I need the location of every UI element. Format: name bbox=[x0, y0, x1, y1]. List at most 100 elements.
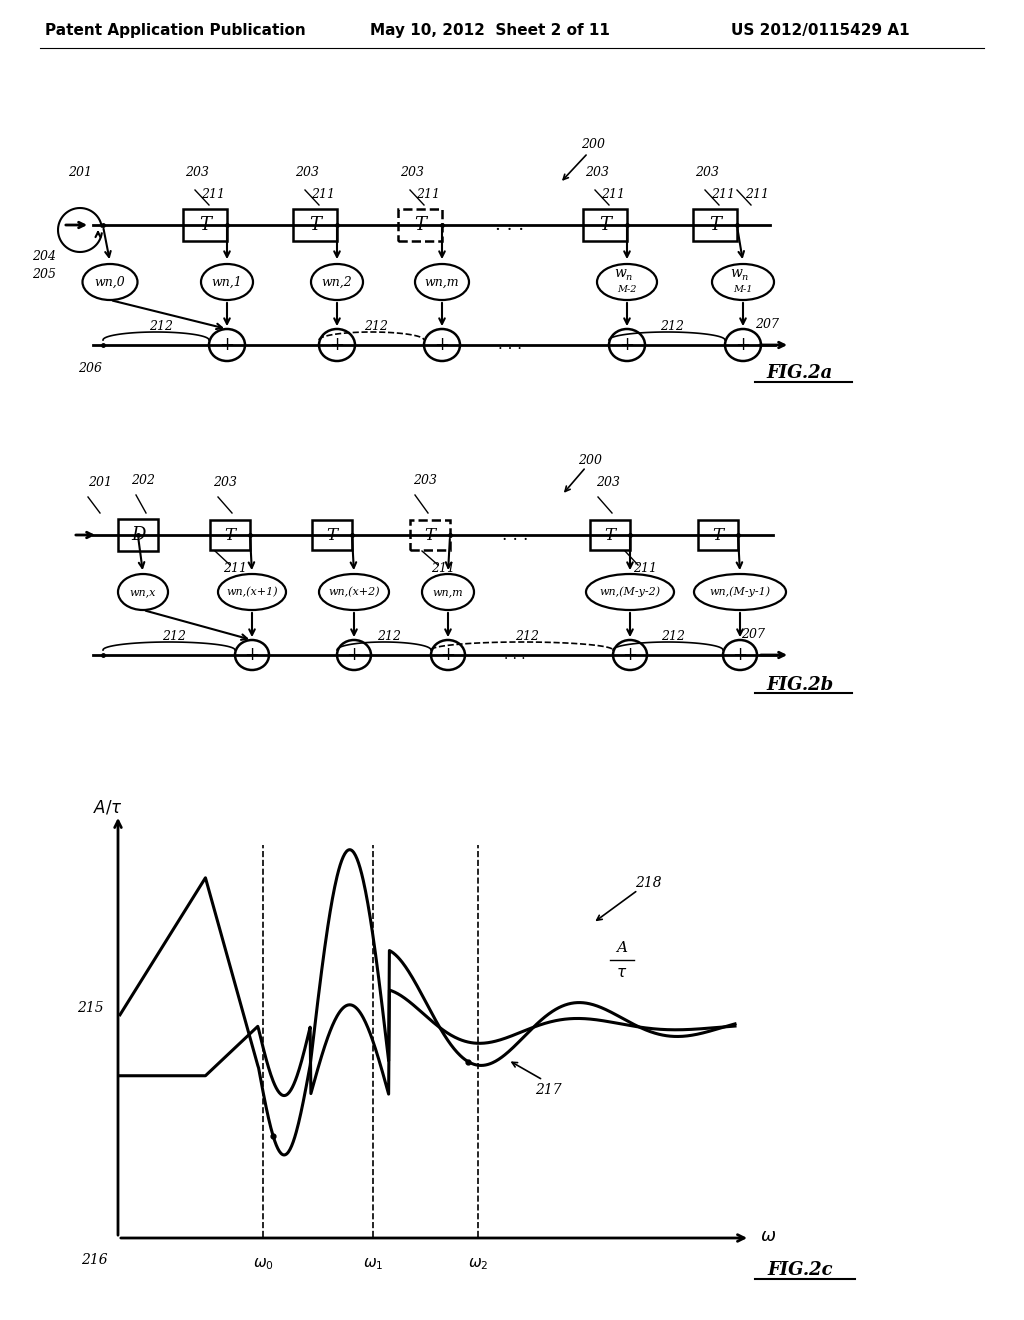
Text: 203: 203 bbox=[695, 166, 719, 180]
Text: . . .: . . . bbox=[504, 648, 525, 663]
Text: Patent Application Publication: Patent Application Publication bbox=[45, 22, 305, 37]
Text: T: T bbox=[604, 527, 615, 544]
Ellipse shape bbox=[209, 329, 245, 360]
Ellipse shape bbox=[311, 264, 362, 300]
Text: 200: 200 bbox=[578, 454, 602, 466]
Text: 211: 211 bbox=[711, 189, 735, 202]
Text: 211: 211 bbox=[416, 189, 440, 202]
Text: +: + bbox=[245, 645, 259, 664]
Text: M-1: M-1 bbox=[733, 285, 753, 294]
Text: 211: 211 bbox=[431, 561, 455, 574]
Text: 203: 203 bbox=[400, 166, 424, 180]
Text: 215: 215 bbox=[77, 1001, 103, 1015]
Bar bbox=[210, 520, 250, 550]
Text: 212: 212 bbox=[162, 631, 186, 644]
Text: 212: 212 bbox=[660, 321, 684, 334]
Bar bbox=[293, 209, 337, 242]
Text: FIG.2c: FIG.2c bbox=[767, 1261, 833, 1279]
Text: 206: 206 bbox=[78, 363, 102, 375]
Text: wn,x: wn,x bbox=[130, 587, 157, 597]
Text: +: + bbox=[346, 645, 361, 664]
Text: . . .: . . . bbox=[498, 338, 522, 352]
Text: +: + bbox=[440, 645, 456, 664]
Text: . . .: . . . bbox=[502, 527, 528, 544]
Text: 203: 203 bbox=[213, 477, 237, 490]
Text: $\omega_0$: $\omega_0$ bbox=[253, 1257, 273, 1271]
Text: D: D bbox=[131, 525, 145, 544]
Text: wn,0: wn,0 bbox=[94, 276, 125, 289]
Text: 212: 212 bbox=[662, 631, 685, 644]
Bar bbox=[698, 520, 738, 550]
Ellipse shape bbox=[319, 574, 389, 610]
Text: T: T bbox=[599, 216, 611, 234]
Bar bbox=[590, 520, 630, 550]
Text: 217: 217 bbox=[535, 1082, 561, 1097]
Text: 200: 200 bbox=[581, 139, 605, 152]
Text: May 10, 2012  Sheet 2 of 11: May 10, 2012 Sheet 2 of 11 bbox=[370, 22, 610, 37]
Text: 211: 211 bbox=[201, 189, 225, 202]
Text: 205: 205 bbox=[32, 268, 56, 281]
Ellipse shape bbox=[694, 574, 786, 610]
Text: n: n bbox=[741, 273, 748, 282]
Text: FIG.2b: FIG.2b bbox=[766, 676, 834, 694]
Bar bbox=[312, 520, 352, 550]
Bar bbox=[583, 209, 627, 242]
Text: wn,m: wn,m bbox=[433, 587, 463, 597]
Text: $\tau$: $\tau$ bbox=[616, 966, 628, 979]
Ellipse shape bbox=[415, 264, 469, 300]
Text: M-2: M-2 bbox=[617, 285, 637, 294]
Ellipse shape bbox=[424, 329, 460, 360]
Text: 216: 216 bbox=[81, 1253, 108, 1267]
Bar bbox=[410, 520, 450, 550]
Bar bbox=[183, 209, 227, 242]
Text: n: n bbox=[625, 273, 631, 282]
Text: wn,(M-y-2): wn,(M-y-2) bbox=[599, 586, 660, 597]
Text: 211: 211 bbox=[745, 189, 769, 202]
Text: +: + bbox=[219, 337, 234, 354]
Text: wn,(x+1): wn,(x+1) bbox=[226, 587, 278, 597]
Text: FIG.2a: FIG.2a bbox=[767, 364, 834, 381]
Text: US 2012/0115429 A1: US 2012/0115429 A1 bbox=[731, 22, 909, 37]
Text: w: w bbox=[614, 267, 626, 280]
Text: 201: 201 bbox=[68, 166, 92, 180]
Text: 203: 203 bbox=[596, 477, 620, 490]
Text: +: + bbox=[735, 337, 751, 354]
Text: wn,m: wn,m bbox=[425, 276, 460, 289]
Ellipse shape bbox=[431, 640, 465, 671]
Bar bbox=[693, 209, 737, 242]
Ellipse shape bbox=[586, 574, 674, 610]
Text: 203: 203 bbox=[185, 166, 209, 180]
Text: $\omega_2$: $\omega_2$ bbox=[468, 1257, 488, 1271]
Text: w: w bbox=[730, 267, 742, 280]
Ellipse shape bbox=[597, 264, 657, 300]
Text: T: T bbox=[424, 527, 435, 544]
Text: $\omega$: $\omega$ bbox=[760, 1228, 776, 1245]
Ellipse shape bbox=[201, 264, 253, 300]
Text: wn,(x+2): wn,(x+2) bbox=[328, 587, 380, 597]
Bar bbox=[118, 519, 158, 550]
Ellipse shape bbox=[218, 574, 286, 610]
Ellipse shape bbox=[337, 640, 371, 671]
Text: T: T bbox=[414, 216, 426, 234]
Text: 203: 203 bbox=[585, 166, 609, 180]
Bar bbox=[398, 209, 442, 242]
Ellipse shape bbox=[319, 329, 355, 360]
Text: T: T bbox=[224, 527, 236, 544]
Text: wn,2: wn,2 bbox=[322, 276, 352, 289]
Text: 202: 202 bbox=[131, 474, 155, 487]
Text: wn,(M-y-1): wn,(M-y-1) bbox=[710, 586, 771, 597]
Text: 211: 211 bbox=[311, 189, 335, 202]
Text: T: T bbox=[709, 216, 721, 234]
Ellipse shape bbox=[723, 640, 757, 671]
Text: A: A bbox=[616, 941, 627, 954]
Text: 212: 212 bbox=[377, 631, 401, 644]
Ellipse shape bbox=[712, 264, 774, 300]
Text: 203: 203 bbox=[295, 166, 319, 180]
Text: T: T bbox=[327, 527, 338, 544]
Ellipse shape bbox=[422, 574, 474, 610]
Ellipse shape bbox=[609, 329, 645, 360]
Text: 212: 212 bbox=[365, 321, 388, 334]
Text: 212: 212 bbox=[150, 321, 173, 334]
Text: 211: 211 bbox=[223, 561, 247, 574]
Text: 203: 203 bbox=[413, 474, 437, 487]
